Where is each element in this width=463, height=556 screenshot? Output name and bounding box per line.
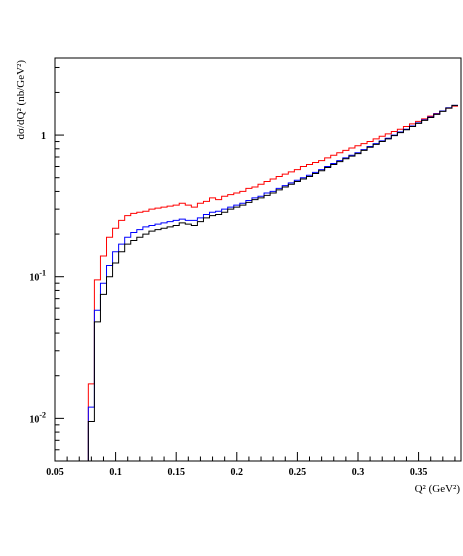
series-line-1 (82, 105, 458, 462)
x-tick-label: 0.35 (410, 467, 428, 478)
y-tick-label: 10-2 (29, 410, 46, 425)
series-layer (82, 104, 458, 462)
y-tick-label-base: 10 (29, 414, 39, 425)
series-line-3 (82, 104, 458, 462)
y-tick-label-base: 1 (41, 131, 46, 142)
y-tick-label: 10-1 (29, 269, 46, 284)
x-tick-label: 0.15 (167, 467, 185, 478)
y-tick-label: 1 (41, 131, 46, 142)
x-axis-title: Q² (GeV²) (415, 483, 461, 495)
x-tick-label: 0.1 (109, 467, 122, 478)
y-axis-title: dσ/dQ² (nb/GeV²) (15, 60, 27, 140)
plot-frame (54, 57, 462, 462)
x-tick-label: 0.3 (352, 467, 365, 478)
y-tick-label-exponent: -2 (39, 410, 46, 419)
series-line-2 (82, 104, 458, 462)
x-tick-label: 0.2 (231, 467, 244, 478)
y-tick-label-exponent: -1 (39, 269, 46, 278)
y-tick-label-base: 10 (29, 273, 39, 284)
x-tick-label: 0.05 (46, 467, 64, 478)
x-tick-label: 0.25 (289, 467, 307, 478)
